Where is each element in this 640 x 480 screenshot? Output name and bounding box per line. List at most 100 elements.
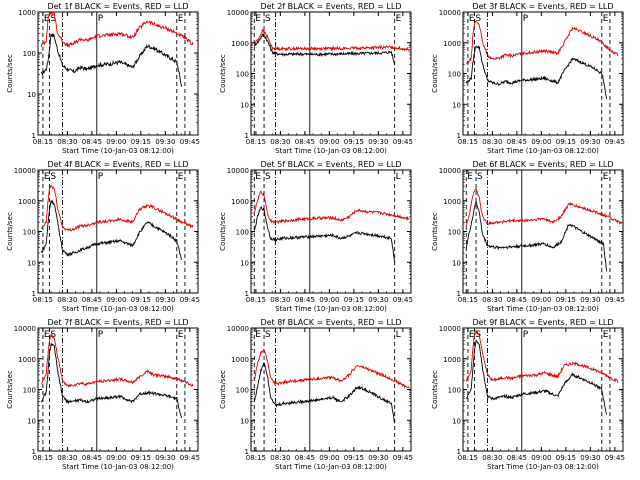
panel-title: Det 5f BLACK = Events, RED = LLD <box>260 160 401 169</box>
x-tick-label: 08:30 <box>270 454 290 462</box>
interval-marker-label: E <box>603 172 609 182</box>
interval-marker-label: E <box>396 14 402 24</box>
x-tick-label: 08:15 <box>33 138 53 146</box>
plot-frame <box>37 327 199 452</box>
y-tick-label: 1 <box>457 290 461 298</box>
x-tick-label: 08:30 <box>270 296 290 304</box>
panel-det-5: Det 5f BLACK = Events, RED = LLD 1 10 100 10… <box>219 160 413 313</box>
interval-marker-label: L <box>396 172 401 182</box>
x-tick-label: 08:45 <box>507 454 527 462</box>
x-tick-label: 09:00 <box>319 454 339 462</box>
interval-marker-label: E <box>603 14 609 24</box>
interval-marker-label: E <box>178 14 184 24</box>
x-tick-label: 08:45 <box>295 454 315 462</box>
y-tick-label: 10 <box>452 417 461 425</box>
x-tick-label: 09:00 <box>106 454 126 462</box>
x-tick-label: 09:45 <box>605 296 625 304</box>
series-lld-line <box>253 190 410 225</box>
x-tick-label: 09:45 <box>180 296 200 304</box>
x-tick-label: 09:45 <box>393 454 413 462</box>
y-tick-label: 10000 <box>227 9 249 17</box>
plot-frame <box>250 327 412 452</box>
x-tick-label: 09:30 <box>580 296 600 304</box>
y-axis-label: Counts/sec <box>219 212 227 251</box>
interval-marker-label: S <box>477 172 483 182</box>
y-tick-label: 1000 <box>443 356 461 364</box>
x-tick-label: 08:30 <box>57 138 77 146</box>
series-lld-line <box>41 333 194 388</box>
y-tick-label: 100 <box>23 387 36 395</box>
interval-marker-label: S <box>265 14 271 24</box>
y-tick-label: 10 <box>27 417 36 425</box>
x-tick-label: 08:15 <box>33 454 53 462</box>
x-tick-label: 09:15 <box>556 454 576 462</box>
y-tick-label: 1 <box>457 448 461 456</box>
interval-marker-label: P <box>98 172 104 182</box>
x-tick-label: 09:15 <box>344 454 364 462</box>
x-tick-label: 08:30 <box>57 454 77 462</box>
y-tick-label: 100 <box>23 50 36 58</box>
panel-title: Det 8f BLACK = Events, RED = LLD <box>260 318 401 327</box>
interval-marker-label: E <box>469 330 475 340</box>
y-tick-label: 10000 <box>14 325 36 333</box>
interval-marker-label: E <box>255 14 261 24</box>
y-tick-label: 1000 <box>443 198 461 206</box>
x-axis-label: Start Time (10-Jan-03 08:12:00) <box>275 305 387 313</box>
x-tick-label: 08:30 <box>482 454 502 462</box>
y-axis-label: Counts/sec <box>431 212 439 251</box>
series-events-line <box>40 199 183 260</box>
y-tick-label: 10000 <box>14 167 36 175</box>
x-tick-label: 08:45 <box>507 138 527 146</box>
x-tick-label: 08:15 <box>458 138 478 146</box>
x-tick-label: 09:45 <box>180 138 200 146</box>
series-lld-line <box>40 11 194 49</box>
x-axis-label: Start Time (10-Jan-03 08:12:00) <box>487 147 599 155</box>
x-tick-label: 09:15 <box>556 138 576 146</box>
x-axis-label: Start Time (10-Jan-03 08:12:00) <box>487 305 599 313</box>
panel-title: Det 1f BLACK = Events, RED = LLD <box>47 2 188 11</box>
x-tick-label: 08:30 <box>270 138 290 146</box>
x-tick-label: 09:00 <box>531 454 551 462</box>
x-axis-label: Start Time (10-Jan-03 08:12:00) <box>487 463 599 471</box>
interval-marker-label: E <box>255 330 261 340</box>
y-tick-label: 100 <box>236 387 249 395</box>
interval-marker-label: E <box>178 172 184 182</box>
panel-det-7: Det 7f BLACK = Events, RED = LLD 1 10 100 10… <box>6 318 200 471</box>
series-events-line <box>253 362 396 424</box>
x-tick-label: 09:45 <box>393 138 413 146</box>
x-tick-label: 09:30 <box>155 296 175 304</box>
interval-marker-label: E <box>255 172 261 182</box>
x-axis-label: Start Time (10-Jan-03 08:12:00) <box>275 147 387 155</box>
x-tick-label: 08:30 <box>482 296 502 304</box>
y-tick-label: 1 <box>32 132 36 140</box>
y-tick-label: 10000 <box>227 167 249 175</box>
x-tick-label: 09:15 <box>556 296 576 304</box>
x-tick-label: 09:15 <box>131 138 151 146</box>
y-axis-label: Counts/sec <box>6 212 14 251</box>
x-tick-label: 08:45 <box>507 296 527 304</box>
x-tick-label: 09:45 <box>605 454 625 462</box>
panel-det-9: Det 9f BLACK = Events, RED = LLD 1 10 100 10… <box>431 318 625 471</box>
interval-marker-label: P <box>523 14 529 24</box>
x-tick-label: 09:15 <box>131 454 151 462</box>
y-tick-label: 1 <box>457 132 461 140</box>
interval-marker-label: E <box>469 14 475 24</box>
y-tick-label: 10 <box>240 101 249 109</box>
x-tick-label: 08:45 <box>82 454 102 462</box>
x-tick-label: 09:30 <box>580 138 600 146</box>
x-tick-label: 08:15 <box>458 296 478 304</box>
x-tick-label: 09:30 <box>368 454 388 462</box>
plot-frame <box>250 11 412 136</box>
y-axis-label: Counts/sec <box>6 370 14 409</box>
x-tick-label: 09:30 <box>580 454 600 462</box>
plot-frame <box>37 169 199 294</box>
x-axis-label: Start Time (10-Jan-03 08:12:00) <box>275 463 387 471</box>
y-tick-label: 1000 <box>231 356 249 364</box>
interval-marker-label: E <box>44 14 50 24</box>
x-tick-label: 08:15 <box>33 296 53 304</box>
x-tick-label: 09:30 <box>155 454 175 462</box>
x-tick-label: 08:30 <box>57 296 77 304</box>
series-events-line <box>40 33 183 87</box>
y-axis-label: Counts/sec <box>6 54 14 93</box>
x-tick-label: 08:45 <box>82 296 102 304</box>
